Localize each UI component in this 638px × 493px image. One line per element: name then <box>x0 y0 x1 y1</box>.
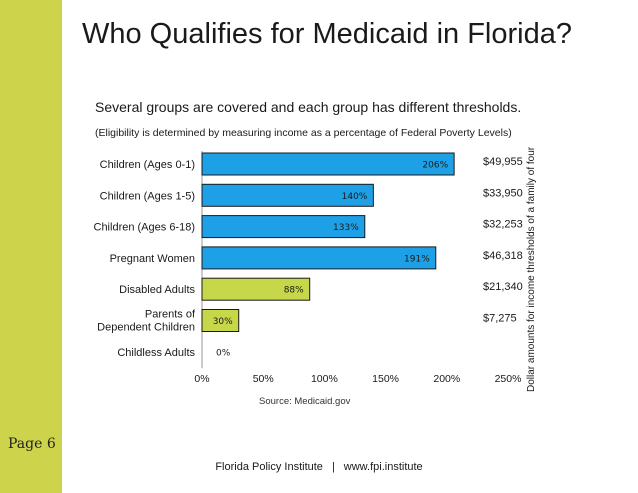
x-tick-label-5: 200% <box>433 373 460 385</box>
bar-2 <box>201 183 374 207</box>
category-label-5: Disabled Adults <box>119 284 195 296</box>
dollar-threshold-6: $7,275 <box>483 313 517 325</box>
bar-value-label-2: 140% <box>342 192 368 202</box>
source-citation: Source: Medicaid.gov <box>259 396 351 407</box>
footer: Florida Policy Institute | www.fpi.institu… <box>0 461 638 473</box>
bar-value-label-5: 88% <box>284 286 304 296</box>
x-tick-label-4: 150% <box>372 373 399 385</box>
bar-value-label-7: 0% <box>216 348 231 358</box>
category-label-7: Childless Adults <box>117 347 195 359</box>
bar-5 <box>201 277 311 301</box>
bar-4 <box>201 246 437 270</box>
footer-org: Florida Policy Institute <box>215 461 323 473</box>
dollar-threshold-1: $49,955 <box>483 156 523 168</box>
dollar-threshold-2: $33,950 <box>483 187 523 199</box>
dollar-threshold-axis-label: Dollar amounts for income thresholds of … <box>526 146 537 392</box>
dollar-threshold-5: $21,340 <box>483 281 523 293</box>
x-tick-label-1: 0% <box>194 373 209 385</box>
bar-3 <box>201 215 366 239</box>
footer-separator: | <box>331 461 335 473</box>
dollar-threshold-3: $32,253 <box>483 219 523 231</box>
accent-side-bar <box>0 0 62 493</box>
bar-value-label-4: 191% <box>404 254 430 264</box>
category-label-6: Parents of Dependent Children <box>97 309 196 334</box>
footer-url[interactable]: www.fpi.institute <box>343 461 423 473</box>
category-label-2: Children (Ages 1-5) <box>100 190 195 202</box>
category-label-4: Pregnant Women <box>110 253 195 265</box>
bar-6 <box>201 309 240 332</box>
dollar-threshold-4: $46,318 <box>483 250 523 262</box>
page-number: Page 6 <box>8 436 56 452</box>
category-label-1: Children (Ages 0-1) <box>100 159 195 171</box>
page-title: Who Qualifies for Medicaid in Florida? <box>82 18 572 50</box>
bar-value-label-6: 30% <box>213 317 233 327</box>
x-tick-label-3: 100% <box>311 373 338 385</box>
bar-value-label-3: 133% <box>333 223 359 233</box>
bar-value-label-1: 206% <box>422 161 448 171</box>
chart-subtitle: Several groups are covered and each grou… <box>95 99 522 115</box>
x-tick-label-6: 250% <box>495 373 522 385</box>
category-label-3: Children (Ages 6-18) <box>94 222 196 234</box>
bar-1 <box>201 152 455 176</box>
x-tick-label-2: 50% <box>253 373 274 385</box>
eligibility-note: (Eligibility is determined by measuring … <box>95 127 512 139</box>
